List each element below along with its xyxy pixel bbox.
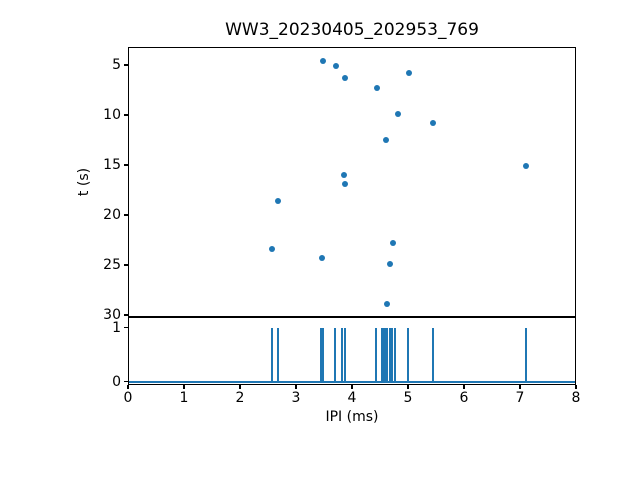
y-tick-label: 20 [103, 207, 121, 223]
scatter-point [405, 70, 412, 76]
x-tick-mark [575, 385, 577, 389]
spike-line [320, 327, 323, 382]
spike-line [321, 327, 324, 382]
scatter-point [275, 198, 282, 204]
y-tick-mark [124, 214, 128, 216]
x-tick-mark [463, 385, 465, 389]
chart-title: WW3_20230405_202953_769 [225, 20, 479, 40]
spike-line [407, 327, 409, 382]
scatter-point [430, 120, 437, 126]
y-tick-mark [124, 327, 128, 329]
scatter-point [318, 255, 325, 261]
spike-line [270, 327, 273, 382]
scatter-point [320, 58, 327, 64]
y-tick-mark [124, 114, 128, 116]
y-tick-mark [124, 314, 128, 316]
x-axis-label: IPI (ms) [325, 409, 379, 425]
x-tick-mark [351, 385, 353, 389]
y-tick-label: 30 [103, 307, 121, 323]
x-tick-mark [183, 385, 185, 389]
scatter-point [386, 261, 393, 267]
scatter-point [384, 301, 391, 307]
spike-line [386, 327, 389, 382]
y-tick-label: 15 [103, 157, 121, 173]
scatter-point [390, 240, 397, 246]
scatter-point [395, 111, 402, 117]
x-tick-mark [519, 385, 521, 389]
scatter-point [523, 163, 530, 169]
y-tick-mark [124, 64, 128, 66]
x-tick-label: 4 [347, 390, 357, 406]
spike-line [333, 327, 336, 382]
x-tick-label: 7 [515, 390, 525, 406]
spike-line [524, 327, 527, 382]
y-tick-label: 0 [112, 373, 121, 390]
x-tick-mark [407, 385, 409, 389]
scatter-point [374, 85, 381, 91]
x-tick-mark [295, 385, 297, 389]
y-tick-label: 5 [112, 57, 121, 73]
scatter-point [342, 75, 349, 81]
y-tick-mark [124, 264, 128, 266]
y-tick-mark [124, 381, 128, 383]
scatter-point [269, 246, 276, 252]
spike-line [380, 327, 383, 382]
spike-line [277, 327, 280, 382]
x-tick-mark [239, 385, 241, 389]
scatter-point [340, 172, 347, 178]
spike-line [344, 327, 347, 382]
x-tick-mark [127, 385, 129, 389]
x-tick-label: 2 [235, 390, 245, 406]
x-tick-label: 3 [291, 390, 301, 406]
x-tick-label: 6 [459, 390, 469, 406]
x-tick-label: 1 [179, 390, 189, 406]
spike-line [432, 327, 435, 382]
scatter-point [332, 63, 339, 69]
y-tick-label: 1 [112, 319, 121, 336]
spike-line [388, 327, 391, 382]
spike-plot-area [128, 317, 576, 385]
spike-line [382, 327, 385, 382]
y-tick-mark [124, 164, 128, 166]
scatter-plot-area [128, 47, 576, 317]
spike-line [391, 327, 394, 382]
spike-line [375, 327, 378, 382]
spike-baseline [129, 380, 575, 383]
scatter-point [382, 137, 389, 143]
scatter-point [342, 181, 349, 187]
spike-line [384, 327, 387, 382]
y-tick-label: 10 [103, 107, 121, 123]
y-tick-label: 25 [103, 257, 121, 273]
x-tick-label: 8 [571, 390, 581, 406]
x-tick-label: 0 [123, 390, 133, 406]
x-tick-label: 5 [403, 390, 413, 406]
spike-line [340, 327, 343, 382]
spike-line [394, 327, 397, 382]
